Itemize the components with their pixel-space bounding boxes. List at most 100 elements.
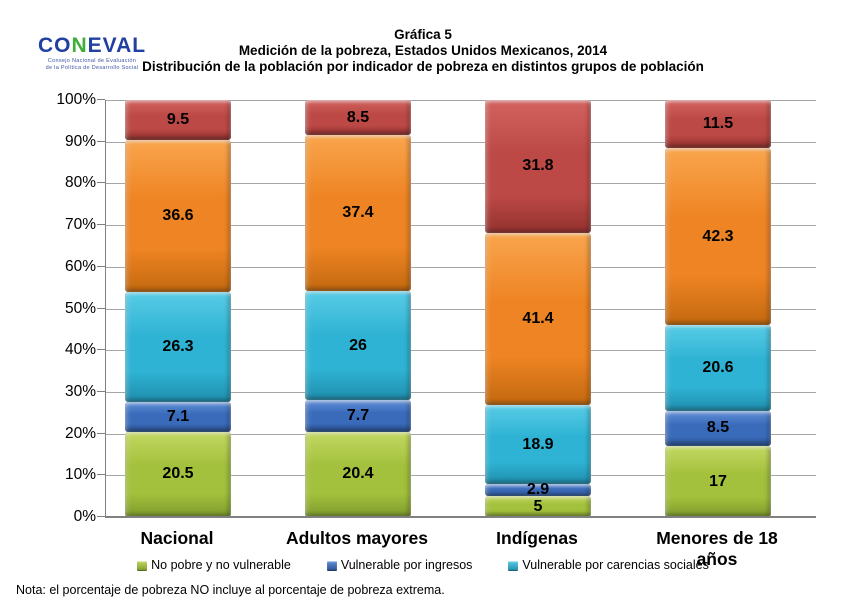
legend-label: No pobre y no vulnerable (151, 558, 291, 572)
chart-title-block: Gráfica 5 Medición de la pobreza, Estado… (0, 27, 846, 75)
bar-segment: 2.9 (485, 481, 591, 499)
x-axis-line (105, 516, 816, 518)
segment-value-label: 37.4 (342, 204, 374, 222)
bar-segment: 20.5 (125, 431, 231, 517)
chart-title-line1: Gráfica 5 (394, 27, 452, 42)
y-tick-label: 10% (64, 466, 96, 484)
bar-segment: 11.5 (665, 100, 771, 149)
legend-marker-icon (137, 560, 148, 571)
segment-value-label: 18.9 (522, 435, 554, 453)
y-tick-mark (97, 140, 105, 142)
logo-subtitle: Consejo Nacional de Evaluación de la Pol… (32, 58, 152, 72)
bar-segment: 8.5 (305, 100, 411, 136)
bar-segment: 42.3 (665, 148, 771, 325)
coneval-logo: CONEVAL Consejo Nacional de Evaluación d… (32, 34, 152, 72)
gridline (106, 391, 816, 393)
segment-value-label: 8.5 (706, 419, 730, 437)
gridline (106, 433, 816, 435)
y-tick-label: 40% (64, 341, 96, 359)
bar-2: 20.4 7.7 26 37.4 8.5 (305, 100, 411, 517)
bar-segment: 5 (485, 496, 591, 517)
y-tick-label: 0% (73, 508, 96, 525)
bar-segment: 9.5 (125, 100, 231, 140)
footnote: Nota: el porcentaje de pobreza NO incluy… (16, 583, 445, 597)
gridline (106, 350, 816, 352)
bar-3: 5 2.9 18.9 41.4 31.8 (485, 100, 591, 517)
segment-value-label: 7.1 (166, 407, 190, 425)
y-tick-label: 90% (64, 132, 96, 150)
logo-green-n: N (71, 34, 88, 57)
chart-title-line2: Medición de la pobreza, Estados Unidos M… (238, 43, 608, 58)
y-tick-mark (97, 432, 105, 434)
y-tick-mark (97, 99, 105, 100)
logo-text-left: CO (37, 34, 72, 57)
segment-value-label: 26 (349, 336, 367, 354)
bar-segment: 26 (305, 291, 411, 400)
bar-segment: 41.4 (485, 232, 591, 406)
y-tick-label: 20% (64, 424, 96, 442)
segment-value-label: 36.6 (162, 206, 194, 224)
legend-item: Vulnerable por carencias sociales (508, 558, 709, 572)
y-tick-mark (97, 307, 105, 309)
legend-item: No pobre y no vulnerable (137, 559, 291, 572)
segment-value-label: 42.3 (702, 227, 734, 245)
bar-segment: 20.6 (665, 324, 771, 411)
segment-value-label: 20.5 (162, 465, 194, 483)
segment-value-label: 41.4 (522, 309, 554, 327)
segment-value-label: 20.6 (702, 358, 734, 376)
legend: No pobre y no vulnerable Vulnerable por i… (0, 559, 846, 572)
y-tick-mark (97, 474, 105, 476)
bar-segment: 20.4 (305, 431, 411, 517)
segment-value-label: 17 (709, 472, 727, 490)
gridline (106, 475, 816, 477)
coneval-logo-wordmark: CONEVAL (32, 34, 152, 57)
segment-value-label: 31.8 (522, 157, 554, 175)
bar-4: 17 8.5 20.6 42.3 11.5 (665, 100, 771, 517)
gridline (106, 183, 816, 185)
segment-value-label: 26.3 (162, 338, 194, 356)
gridline (106, 266, 816, 268)
bar-segment: 36.6 (125, 139, 231, 293)
y-tick-label: 70% (64, 216, 96, 234)
y-tick-mark (97, 265, 105, 267)
logo-subtitle-line1: Consejo Nacional de Evaluación (47, 58, 137, 64)
y-tick-label: 60% (64, 257, 96, 275)
legend-item: Vulnerable por ingresos (326, 558, 473, 572)
bar-segment: 17 (665, 446, 771, 517)
segment-value-label: 5 (533, 497, 543, 515)
gridline (106, 141, 816, 143)
bar-segment: 31.8 (485, 100, 591, 233)
y-tick-mark (97, 390, 105, 392)
y-tick-label: 50% (64, 299, 96, 317)
bar-segment: 37.4 (305, 135, 411, 292)
segment-value-label: 2.9 (526, 481, 550, 499)
y-tick-mark (97, 224, 105, 226)
x-category-label: Indígenas (496, 528, 578, 548)
bar-segment: 7.1 (125, 401, 231, 432)
segment-value-label: 7.7 (346, 406, 370, 424)
y-tick-mark (97, 349, 105, 351)
logo-subtitle-line2: de la Política de Desarrollo Social (45, 65, 139, 71)
gridline (106, 308, 816, 310)
gridline (106, 225, 816, 227)
chart-title-line3: Distribución de la población por indicad… (142, 59, 704, 74)
y-tick-label: 30% (64, 382, 96, 400)
bar-segment: 18.9 (485, 405, 591, 485)
segment-value-label: 8.5 (346, 108, 370, 126)
legend-marker-icon (508, 560, 519, 571)
legend-label: Vulnerable por ingresos (340, 558, 473, 572)
y-tick-mark (97, 182, 105, 184)
bar-1: 20.5 7.1 26.3 36.6 9.5 (125, 100, 231, 517)
legend-marker-icon (326, 560, 337, 571)
logo-text-right: EVAL (87, 34, 147, 57)
y-tick-label: 100% (56, 91, 96, 108)
x-category-label: Nacional (140, 528, 214, 548)
plot-area: 20.5 7.1 26.3 36.6 9.5 20.4 7.7 26 37.4 8.5 5 2.9 18… (105, 100, 816, 517)
y-tick-label: 80% (64, 174, 96, 192)
gridline (106, 100, 816, 101)
segment-value-label: 9.5 (166, 110, 190, 128)
bar-segment: 8.5 (665, 410, 771, 447)
segment-value-label: 20.4 (342, 465, 374, 483)
legend-label: Vulnerable por carencias sociales (522, 558, 709, 572)
